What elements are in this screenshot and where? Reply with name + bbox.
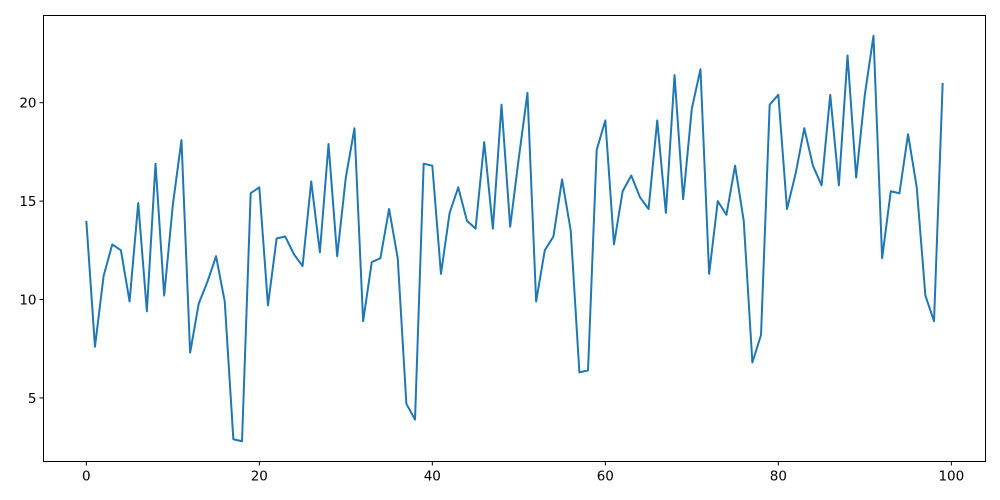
ticks: 0 20 40 60 80 100 5 10 15 20 <box>19 96 964 485</box>
plot-frame <box>43 15 986 462</box>
y-tick-label: 20 <box>19 96 36 112</box>
x-tick-label: 20 <box>251 469 268 485</box>
x-tick-label: 60 <box>597 469 614 485</box>
series-line <box>85 34 944 443</box>
x-tick-label: 0 <box>82 469 91 485</box>
x-tick-label: 80 <box>770 469 787 485</box>
y-tick-label: 15 <box>19 194 36 210</box>
y-tick-label: 10 <box>19 293 36 309</box>
x-tick-label: 100 <box>938 469 964 485</box>
y-tick-label: 5 <box>28 391 37 407</box>
x-tick-label: 40 <box>424 469 441 485</box>
